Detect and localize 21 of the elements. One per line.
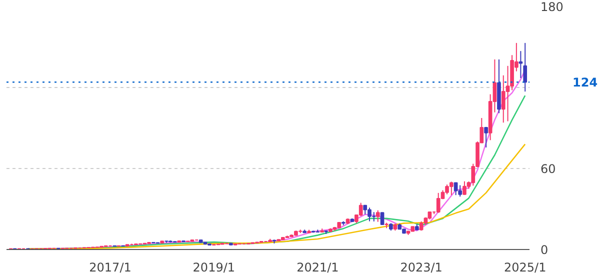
candlestick xyxy=(523,42,528,92)
candlestick xyxy=(380,212,384,226)
x-tick-label: 2019/1 xyxy=(192,260,236,274)
y-tick-label: 180 xyxy=(540,0,564,14)
candlestick xyxy=(372,212,376,222)
x-tick-label: 2025/1 xyxy=(504,260,546,274)
x-tick-label: 2023/1 xyxy=(400,260,442,274)
line-series xyxy=(27,144,526,250)
y-tick-label: 0 xyxy=(540,243,548,257)
y-tick-label: 60 xyxy=(540,162,556,176)
x-tick-label: 2021/1 xyxy=(296,260,339,274)
candlestick xyxy=(363,204,368,215)
candlestick xyxy=(484,126,488,148)
candlestick xyxy=(376,210,380,222)
x-tick-label: 2017/1 xyxy=(89,260,132,274)
candlestick xyxy=(462,180,466,196)
candlestick xyxy=(501,74,506,124)
candlestick xyxy=(436,192,440,214)
candlestick xyxy=(458,184,462,198)
candlestick xyxy=(454,182,458,196)
ref-line-label: 124 xyxy=(572,76,598,90)
